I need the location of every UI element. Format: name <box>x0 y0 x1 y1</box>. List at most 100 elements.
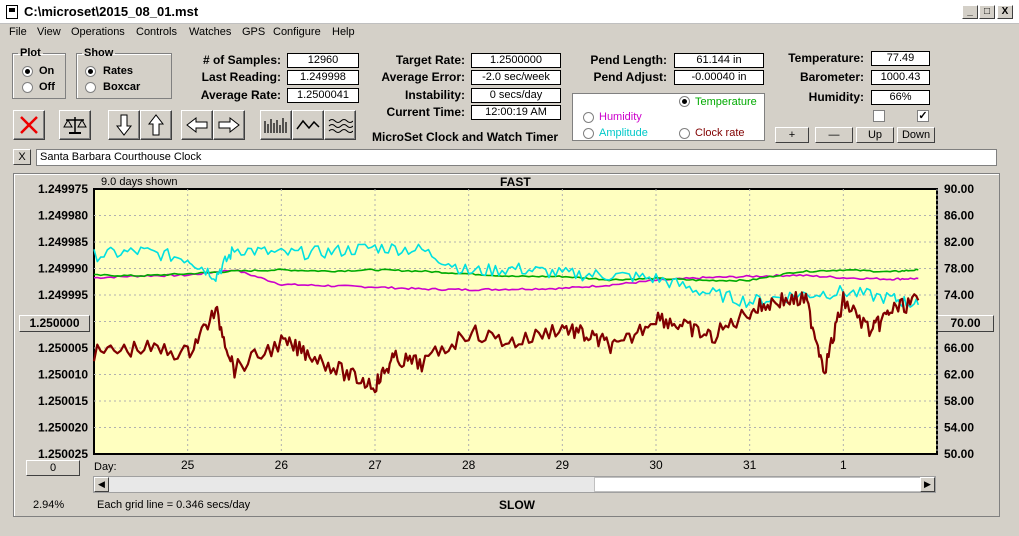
aux-temperature-radio[interactable] <box>679 96 690 107</box>
current-time-field: 12:00:19 AM <box>471 105 561 120</box>
notes-clear-button[interactable]: X <box>13 149 31 165</box>
scroll-right-button[interactable] <box>213 110 245 140</box>
menu-operations[interactable]: Operations <box>71 26 125 38</box>
arrow-down-icon <box>115 114 133 136</box>
last-reading-field: 1.249998 <box>287 70 359 85</box>
menu-help[interactable]: Help <box>332 26 355 38</box>
y-left-tick-label: 1.249990 <box>38 262 88 276</box>
bars-view-button[interactable] <box>260 110 292 140</box>
close-button[interactable]: X <box>997 5 1013 19</box>
offset-button[interactable]: 0 <box>26 460 80 476</box>
pend-adjust-field: -0.00040 in <box>674 70 764 85</box>
aux-amplitude-label: Amplitude <box>599 127 648 139</box>
y-left-tick-label: 1.250015 <box>38 394 88 408</box>
show-group-title: Show <box>84 47 114 59</box>
aux-temperature-label: Temperature <box>695 96 757 108</box>
time-scrollbar[interactable]: ◀ ▶ <box>93 476 936 493</box>
scroll-thumb[interactable] <box>594 477 921 492</box>
pend-adjust-label: Pend Adjust: <box>593 70 667 84</box>
last-reading-label: Last Reading: <box>201 70 281 84</box>
show-rates-radio[interactable] <box>85 66 96 77</box>
arrow-right-icon <box>218 116 240 134</box>
y-left-tick-label: 1.249985 <box>38 235 88 249</box>
menu-watches[interactable]: Watches <box>189 26 232 38</box>
menu-controls[interactable]: Controls <box>136 26 177 38</box>
y-left-tick-label: 1.250010 <box>38 368 88 382</box>
y-left-tick-label: 1.250025 <box>38 447 88 461</box>
x-tick-label: 31 <box>743 458 757 472</box>
menu-gps[interactable]: GPS <box>242 26 266 38</box>
y-left-tick-label: 1.249995 <box>38 288 88 302</box>
grid-note-label: Each grid line = 0.346 secs/day <box>97 499 251 511</box>
aux-humidity-label: Humidity <box>599 111 642 123</box>
aux-up-button[interactable]: Up <box>856 127 894 143</box>
red-x-icon <box>20 116 38 134</box>
x-tick-label: 1 <box>840 458 847 472</box>
series-amplitude-line <box>93 243 920 309</box>
average-error-field: -2.0 sec/week <box>471 70 561 85</box>
notes-input[interactable]: Santa Barbara Courthouse Clock <box>36 149 997 166</box>
target-rate-label: Target Rate: <box>395 53 465 67</box>
y-right-tick-label: 54.00 <box>944 421 974 435</box>
show-group: Show <box>76 47 172 99</box>
maximize-button[interactable]: □ <box>979 5 995 19</box>
scroll-down-button[interactable] <box>108 110 140 140</box>
scroll-left-arrow[interactable]: ◀ <box>94 477 109 492</box>
x-tick-label: 26 <box>275 458 289 472</box>
plot-on-label: On <box>39 65 55 77</box>
wave-view-button[interactable] <box>324 110 356 140</box>
aux-down-button[interactable]: Down <box>897 127 935 143</box>
arrow-up-icon <box>147 114 165 136</box>
samples-label: # of Samples: <box>202 53 281 67</box>
x-tick-label: 27 <box>368 458 382 472</box>
menu-file[interactable]: File <box>9 26 27 38</box>
x-tick-label: 29 <box>556 458 570 472</box>
minimize-button[interactable]: _ <box>962 5 978 19</box>
target-rate-field[interactable]: 1.2500000 <box>471 53 561 68</box>
y-left-tick-label: 1.249975 <box>38 182 88 196</box>
aux-checkbox-2[interactable]: ✓ <box>917 110 929 122</box>
aux-humidity-radio[interactable] <box>583 112 594 123</box>
menu-view[interactable]: View <box>37 26 61 38</box>
menu-bar: File View Operations Controls Watches GP… <box>0 24 1019 42</box>
show-boxcar-radio[interactable] <box>85 82 96 93</box>
average-error-label: Average Error: <box>381 70 465 84</box>
x-tick-label: 30 <box>649 458 663 472</box>
balance-button[interactable] <box>59 110 91 140</box>
y-right-tick-label: 66.00 <box>944 341 974 355</box>
center-aux-button[interactable]: 70.00 <box>937 315 994 332</box>
y-left-tick-label: 1.250005 <box>38 341 88 355</box>
menu-configure[interactable]: Configure <box>273 26 321 38</box>
scroll-up-button[interactable] <box>140 110 172 140</box>
plot-group: Plot <box>12 47 66 99</box>
aux-amplitude-radio[interactable] <box>583 128 594 139</box>
clear-data-button[interactable] <box>13 110 45 140</box>
aux-clock-rate-label: Clock rate <box>695 127 745 139</box>
show-rates-label: Rates <box>103 65 133 77</box>
fast-label: FAST <box>500 175 531 189</box>
plot-off-label: Off <box>39 81 55 93</box>
aux-minus-button[interactable]: — <box>815 127 853 143</box>
line-view-button[interactable] <box>292 110 324 140</box>
aux-clock-rate-radio[interactable] <box>679 128 690 139</box>
scroll-right-arrow[interactable]: ▶ <box>920 477 935 492</box>
line-chart-icon <box>296 119 320 130</box>
balance-scale-icon <box>63 117 87 134</box>
barometer-field: 1000.43 <box>871 70 930 85</box>
y-right-tick-label: 74.00 <box>944 288 974 302</box>
day-axis-label: Day: <box>94 461 117 473</box>
plot-on-radio[interactable] <box>22 66 33 77</box>
aux-plus-button[interactable]: + <box>775 127 809 143</box>
y-right-tick-label: 82.00 <box>944 235 974 249</box>
humidity-label: Humidity: <box>808 90 864 104</box>
percent-label: 2.94% <box>33 499 65 511</box>
scroll-left-button[interactable] <box>181 110 213 140</box>
center-rate-button[interactable]: 1.250000 <box>19 315 90 332</box>
arrow-left-icon <box>186 116 208 134</box>
pend-length-label: Pend Length: <box>590 53 667 67</box>
aux-checkbox-1[interactable] <box>873 110 885 122</box>
instability-field: 0 secs/day <box>471 88 561 103</box>
plot-off-radio[interactable] <box>22 82 33 93</box>
y-left-tick-label: 1.250020 <box>38 421 88 435</box>
